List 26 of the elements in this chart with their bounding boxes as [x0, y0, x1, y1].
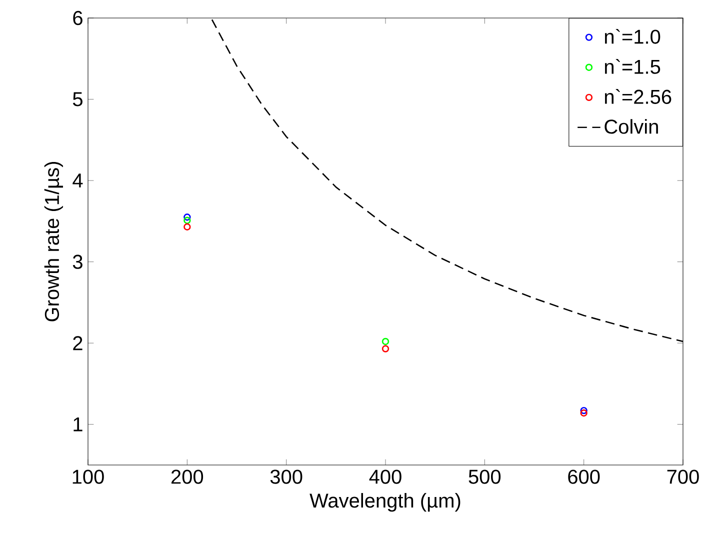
y-tick-label: 2: [73, 336, 82, 350]
x-tick-label: 600: [568, 470, 600, 484]
x-tick-label: 700: [667, 470, 699, 484]
x-tick-label: 400: [369, 470, 402, 484]
point: [580, 406, 588, 414]
legend-label: n`=1.0: [604, 28, 660, 44]
point: [580, 409, 588, 417]
y-tick-label: 3: [72, 254, 82, 269]
x-tick-label: 300: [270, 470, 302, 484]
y-tick-label: 1: [74, 417, 82, 432]
legend-label: n`=1.5: [604, 59, 660, 74]
y-tick-label: 6: [73, 10, 82, 26]
legend-label: n`=2.56: [604, 89, 672, 104]
point: [382, 338, 390, 346]
y-tick-label: 5: [72, 92, 82, 106]
y-tick-label: 4: [72, 174, 83, 188]
y-axis-title: Growth rate (1/µs): [44, 162, 64, 322]
x-tick-label: 200: [171, 470, 204, 484]
point: [184, 214, 191, 221]
point: [184, 223, 191, 230]
x-axis-title: Wavelength (µm): [310, 493, 460, 512]
point: [184, 216, 191, 224]
point: [382, 345, 390, 352]
x-tick-label: 500: [468, 470, 501, 484]
x-tick-label: 100: [72, 470, 104, 484]
legend-label: Colvin: [604, 119, 658, 134]
